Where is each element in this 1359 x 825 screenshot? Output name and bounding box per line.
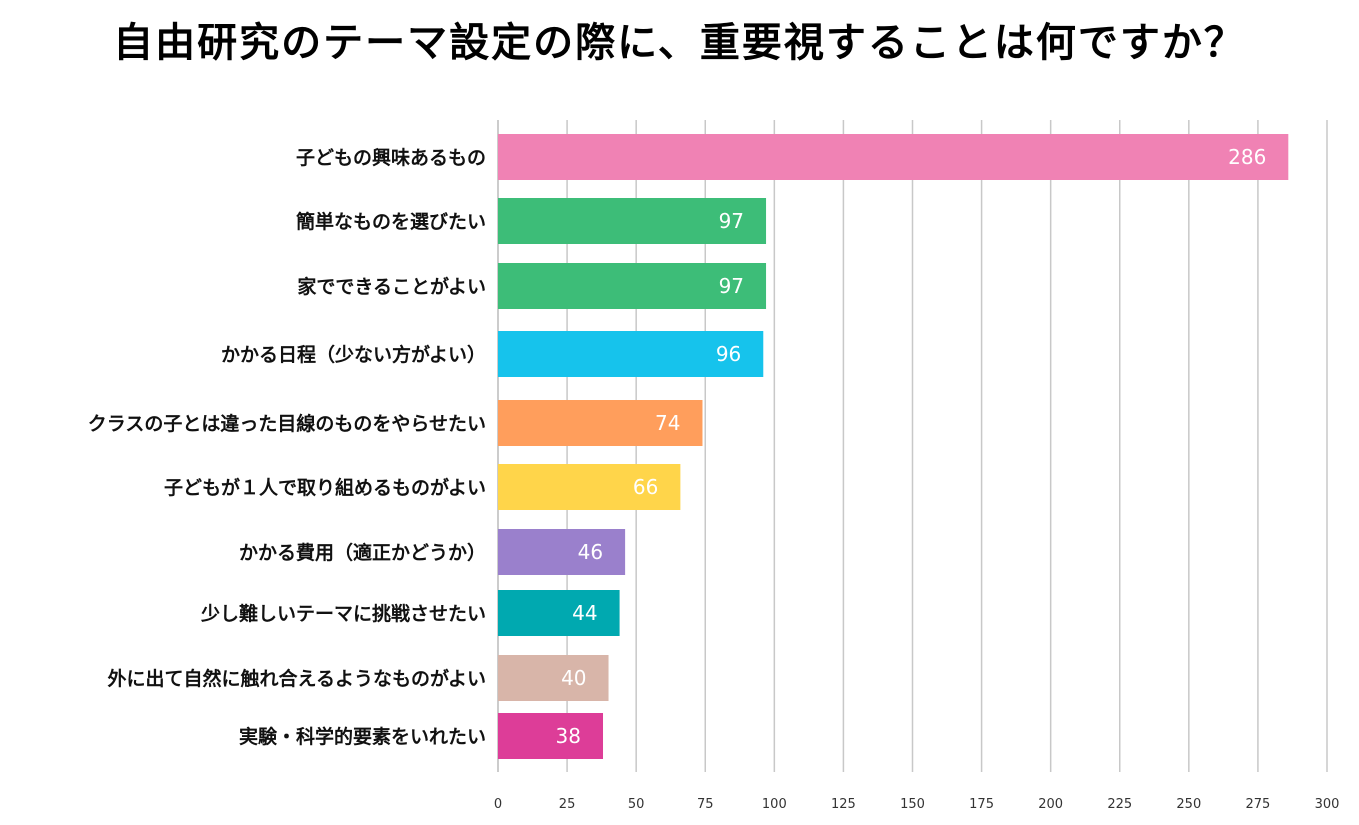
bar <box>498 400 703 446</box>
chart-title: 自由研究のテーマ設定の際に、重要視することは何ですか？ <box>113 20 1246 66</box>
data-label: 286 <box>1228 145 1266 169</box>
data-label: 38 <box>556 724 581 748</box>
bar <box>498 263 767 309</box>
x-tick-label: 200 <box>1038 797 1063 812</box>
data-label: 46 <box>578 540 603 564</box>
category-label: 子どもの興味あるもの <box>296 147 486 169</box>
x-tick-label: 275 <box>1246 797 1271 812</box>
x-tick-label: 50 <box>628 797 645 812</box>
x-tick-label: 175 <box>969 797 994 812</box>
bar <box>498 134 1289 180</box>
data-label: 74 <box>655 411 680 435</box>
data-label: 97 <box>719 209 744 233</box>
x-tick-label: 250 <box>1176 797 1201 812</box>
x-tick-label: 0 <box>494 797 502 812</box>
x-tick-label: 25 <box>559 797 576 812</box>
x-tick-label: 75 <box>697 797 714 812</box>
category-label: 家でできることがよい <box>297 275 486 298</box>
data-label: 97 <box>719 274 744 298</box>
bar <box>498 198 767 244</box>
data-label: 66 <box>633 475 658 499</box>
bar <box>498 655 609 701</box>
category-label: かかる費用（適正かどうか） <box>239 541 486 564</box>
data-label: 44 <box>572 601 597 625</box>
x-tick-label: 150 <box>900 797 925 812</box>
bar <box>498 331 764 377</box>
bar <box>498 464 681 510</box>
bar <box>498 529 626 575</box>
x-tick-label: 100 <box>762 797 787 812</box>
bar <box>498 713 604 759</box>
category-label: クラスの子とは違った目線のものをやらせたい <box>88 412 486 435</box>
data-label: 40 <box>561 666 586 690</box>
x-tick-label: 225 <box>1107 797 1132 812</box>
bar <box>498 590 620 636</box>
category-label: 簡単なものを選びたい <box>296 210 486 233</box>
category-label: かかる日程（少ない方がよい） <box>221 343 486 366</box>
x-tick-label: 300 <box>1315 797 1340 812</box>
category-label: 実験・科学的要素をいれたい <box>239 725 486 748</box>
category-label: 外に出て自然に触れ合えるようなものがよい <box>108 667 486 690</box>
category-label: 子どもが１人で取り組めるものがよい <box>164 476 486 499</box>
x-tick-label: 125 <box>831 797 856 812</box>
data-label: 96 <box>716 342 741 366</box>
category-label: 少し難しいテーマに挑戦させたい <box>200 602 486 625</box>
